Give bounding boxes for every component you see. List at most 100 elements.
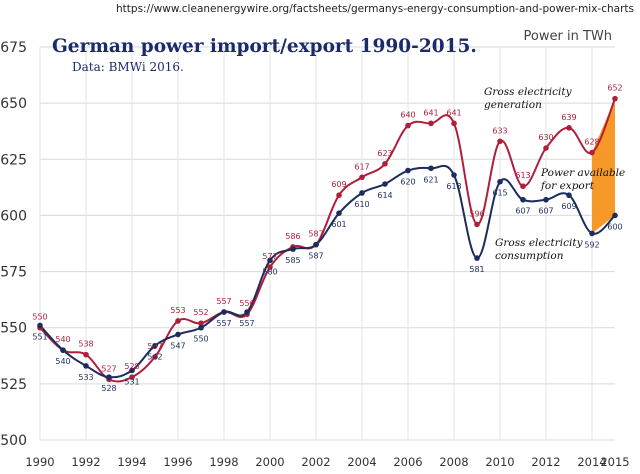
- annotation-export-line1: Power available: [540, 167, 625, 179]
- export-fill: [592, 98, 615, 234]
- consumption-point-2011: [520, 196, 526, 203]
- consumption-value-2000: 580: [262, 267, 277, 276]
- generation-value-2007: 641: [423, 108, 438, 117]
- annotation-generation-line2: generation: [484, 99, 542, 111]
- consumption-point-1996: [175, 331, 181, 338]
- consumption-value-2012: 607: [538, 207, 553, 216]
- generation-point-2015: [612, 95, 618, 102]
- generation-value-1998: 557: [216, 297, 231, 306]
- generation-value-2003: 609: [331, 180, 346, 189]
- generation-value-2009: 596: [469, 209, 484, 218]
- y-tick-label: 625: [0, 152, 27, 168]
- consumption-value-1994: 531: [124, 377, 139, 386]
- consumption-point-2001: [290, 246, 296, 252]
- consumption-value-1995: 542: [147, 353, 162, 362]
- generation-point-2013: [566, 125, 572, 131]
- generation-value-1992: 538: [78, 340, 93, 349]
- generation-point-1997: [198, 320, 204, 327]
- generation-value-2013: 639: [561, 113, 576, 122]
- consumption-point-2000: [267, 257, 273, 264]
- annotation-consumption-line2: consumption: [495, 250, 564, 262]
- generation-value-2010: 633: [492, 126, 507, 135]
- source-url: https://www.cleanenergywire.org/factshee…: [116, 3, 634, 15]
- y-tick-label: 575: [0, 265, 27, 281]
- consumption-point-1991: [60, 347, 66, 353]
- consumption-point-2003: [336, 210, 342, 216]
- x-tick-label: 1994: [117, 455, 146, 469]
- generation-point-2012: [543, 145, 549, 151]
- consumption-value-1996: 547: [170, 341, 185, 350]
- generation-value-2006: 640: [400, 111, 415, 120]
- y-tick-label: 550: [0, 321, 27, 337]
- y-tick-label: 525: [0, 377, 27, 393]
- consumption-value-1999: 557: [239, 319, 254, 328]
- consumption-point-1998: [221, 309, 227, 315]
- consumption-point-2012: [543, 196, 549, 203]
- consumption-value-2002: 587: [308, 252, 323, 261]
- consumption-value-2006: 620: [400, 178, 415, 187]
- source-url-bar: https://www.cleanenergywire.org/factshee…: [0, 0, 640, 24]
- consumption-value-1992: 533: [78, 373, 93, 382]
- x-tick-label: 1990: [25, 455, 54, 469]
- consumption-point-2008: [451, 172, 457, 178]
- y-tick-label: 675: [0, 40, 27, 56]
- consumption-point-1995: [152, 342, 158, 349]
- consumption-value-1990: 551: [32, 332, 47, 341]
- generation-value-1994: 528: [124, 362, 139, 371]
- consumption-value-2011: 607: [515, 207, 530, 216]
- consumption-value-2007: 621: [423, 175, 438, 184]
- consumption-value-2009: 581: [469, 265, 484, 274]
- consumption-value-2013: 609: [561, 202, 576, 211]
- data-labels: 550 540 538 527 528 537 553 552 557 556 577 586 587 6…: [32, 84, 622, 393]
- x-tick-label: 2015: [600, 455, 629, 469]
- consumption-point-2010: [497, 178, 503, 185]
- x-tick-label: 2008: [439, 455, 468, 469]
- generation-value-2012: 630: [538, 133, 553, 142]
- generation-point-1994: [129, 374, 135, 380]
- consumption-value-1993: 528: [101, 384, 116, 393]
- consumption-value-2003: 601: [331, 220, 346, 229]
- generation-point-1995: [152, 354, 158, 360]
- annotation-export-line2: for export: [540, 180, 595, 192]
- x-tick-label: 2014: [577, 455, 606, 469]
- annotation-consumption-line1: Gross electricity: [495, 237, 584, 249]
- consumption-value-2001: 585: [285, 256, 300, 265]
- generation-value-2008: 641: [446, 108, 461, 117]
- generation-value-1999: 556: [239, 299, 254, 308]
- generation-point-1992: [83, 351, 89, 358]
- consumption-value-1998: 557: [216, 319, 231, 328]
- generation-value-2014: 628: [584, 138, 599, 147]
- annotation-generation-line1: Gross electricity: [484, 86, 573, 98]
- consumption-point-2002: [313, 241, 319, 248]
- unit-label: Power in TWh: [524, 29, 612, 44]
- generation-value-2015: 652: [607, 84, 622, 93]
- consumption-value-1991: 540: [55, 357, 70, 366]
- generation-point-2010: [497, 138, 503, 145]
- generation-value-2005: 623: [377, 149, 392, 158]
- y-tick-label: 650: [0, 96, 27, 112]
- consumption-point-2006: [405, 167, 411, 174]
- generation-point-2006: [405, 122, 411, 129]
- generation-point-1996: [175, 318, 181, 324]
- consumption-point-2007: [428, 165, 434, 172]
- consumption-point-2014: [589, 230, 595, 237]
- consumption-point-1997: [198, 324, 204, 331]
- x-tick-label: 1998: [209, 455, 238, 469]
- consumption-point-2005: [382, 181, 388, 187]
- consumption-value-1997: 550: [193, 335, 208, 344]
- generation-point-2005: [382, 160, 388, 167]
- generation-value-1995: 537: [147, 342, 162, 351]
- x-tick-label: 2012: [531, 455, 560, 469]
- generation-value-2011: 613: [515, 171, 530, 180]
- generation-line: [39, 98, 616, 383]
- x-tick-label: 2006: [393, 455, 422, 469]
- generation-point-2003: [336, 192, 342, 199]
- consumption-value-2010: 615: [492, 189, 507, 198]
- generation-point-2000: [267, 264, 273, 270]
- generation-value-2004: 617: [354, 162, 369, 171]
- consumption-value-2005: 614: [377, 191, 392, 200]
- data-points: [37, 95, 618, 383]
- x-tick-label: 1996: [163, 455, 192, 469]
- generation-value-1996: 553: [170, 306, 185, 315]
